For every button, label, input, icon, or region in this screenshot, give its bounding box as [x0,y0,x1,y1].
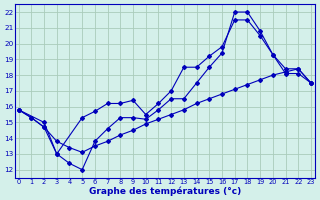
X-axis label: Graphe des températures (°c): Graphe des températures (°c) [89,186,241,196]
